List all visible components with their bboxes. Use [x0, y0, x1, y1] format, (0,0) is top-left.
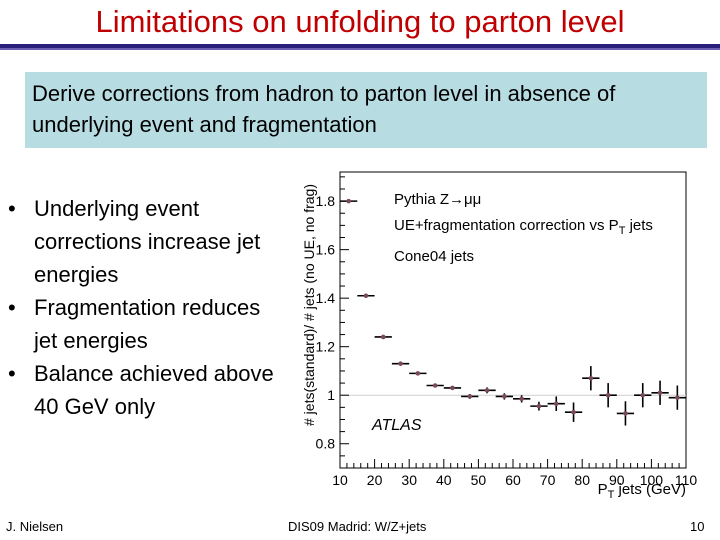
x-axis-label-rest: jets (GeV) — [614, 481, 686, 498]
highlight-text: Derive corrections from hadron to parton… — [32, 81, 616, 137]
point-marker — [484, 388, 490, 393]
point-marker — [640, 392, 646, 398]
point-marker — [519, 396, 524, 402]
data-point — [357, 293, 375, 299]
highlight-box — [25, 72, 707, 148]
point-marker — [623, 411, 628, 416]
data-point — [443, 385, 462, 391]
data-point — [513, 395, 531, 403]
x-axis: 10 20 30 40 50 60 70 80 90 100 110 — [332, 459, 697, 488]
data-point — [599, 383, 617, 408]
point-marker — [380, 334, 386, 340]
bullet-item: • Fragmentation reduces jet energies — [8, 291, 278, 357]
data-point — [616, 401, 635, 426]
x-tick-label: 110 — [675, 472, 698, 488]
x-tick-label: 30 — [401, 472, 417, 488]
data-points — [340, 198, 686, 426]
data-point — [668, 385, 686, 410]
x-tick-label: 40 — [436, 472, 452, 488]
legend-line-correction: UE+fragmentation correction vs PT jets — [394, 217, 653, 237]
point-marker — [502, 394, 507, 399]
bullet-text: Fragmentation reduces jet energies — [34, 295, 261, 353]
data-point — [426, 383, 444, 388]
y-tick-label: 1.4 — [316, 290, 336, 306]
footer-author: J. Nielsen — [6, 519, 64, 534]
point-marker — [432, 383, 438, 388]
data-point — [495, 393, 513, 400]
footer-page-number: 10 — [690, 519, 705, 534]
x-axis-label-main: P — [598, 481, 608, 498]
data-point — [530, 401, 548, 411]
title-underline-accent — [0, 48, 720, 50]
y-axis: 0.8 1 1.2 1.4 1.6 1.8 — [316, 176, 349, 457]
point-marker — [588, 375, 594, 381]
point-marker — [363, 293, 369, 299]
point-marker — [553, 401, 559, 407]
x-tick-label: 100 — [640, 472, 664, 488]
data-point — [391, 361, 410, 366]
x-tick-label: 90 — [609, 472, 625, 488]
y-axis-label: # jets(standard)/ # jets (no UE, no frag… — [301, 184, 317, 426]
y-tick-label: 1 — [327, 387, 335, 403]
legend-line-correction-rest: jets — [625, 217, 653, 234]
atlas-label: ATLAS — [371, 417, 422, 434]
point-marker — [467, 394, 473, 399]
legend-line-jets: Cone04 jets — [394, 248, 474, 265]
point-marker — [675, 395, 680, 400]
x-tick-label: 70 — [540, 472, 556, 488]
point-marker — [571, 409, 576, 415]
point-marker — [398, 361, 403, 366]
data-point — [564, 402, 583, 422]
x-tick-label: 80 — [574, 472, 590, 488]
bullet-text: Balance achieved above 40 GeV only — [34, 361, 274, 419]
point-marker — [450, 385, 455, 391]
legend-line-correction-main: UE+fragmentation correction vs P — [394, 217, 619, 234]
x-axis-label: PT jets (GeV) — [598, 481, 686, 500]
x-tick-label: 50 — [471, 472, 487, 488]
y-tick-label: 0.8 — [316, 436, 336, 452]
legend-line-correction-sub: T — [619, 225, 626, 237]
data-point — [340, 198, 358, 204]
y-tick-label: 1.6 — [316, 242, 336, 258]
data-point — [461, 394, 479, 399]
bullet-dot: • — [8, 295, 16, 320]
data-point — [409, 371, 427, 376]
point-marker — [605, 392, 611, 398]
point-marker — [346, 198, 351, 204]
bullet-text: Underlying event corrections increase je… — [34, 196, 261, 287]
legend-line-generator: Pythia Z→μμ — [394, 191, 481, 208]
x-tick-label: 20 — [367, 472, 383, 488]
title-underline — [0, 44, 720, 48]
point-marker — [536, 403, 542, 409]
point-marker — [415, 371, 421, 376]
correction-plot: 0.8 1 1.2 1.4 1.6 1.8 10 20 30 40 50 60 70 80 90 100 11… — [301, 171, 697, 500]
bullet-dot: • — [8, 361, 16, 386]
bullet-item: • Underlying event corrections increase j… — [8, 192, 278, 291]
slide-title: Limitations on unfolding to parton level — [95, 4, 625, 39]
x-tick-label: 10 — [332, 472, 348, 488]
x-axis-label-sub: T — [608, 489, 615, 500]
bullet-dot: • — [8, 196, 16, 221]
bullet-list: • Underlying event corrections increase j… — [8, 192, 278, 423]
x-tick-label: 60 — [505, 472, 521, 488]
data-point — [651, 380, 669, 405]
data-point — [582, 366, 600, 391]
data-point — [634, 383, 652, 408]
bullet-item: • Balance achieved above 40 GeV only — [8, 357, 278, 423]
data-point — [478, 387, 496, 394]
y-tick-label: 1.8 — [316, 193, 336, 209]
data-point — [547, 396, 565, 411]
y-tick-label: 1.2 — [316, 339, 336, 355]
point-marker — [657, 390, 663, 396]
footer-conference: DIS09 Madrid: W/Z+jets — [288, 519, 427, 534]
data-point — [374, 334, 392, 340]
